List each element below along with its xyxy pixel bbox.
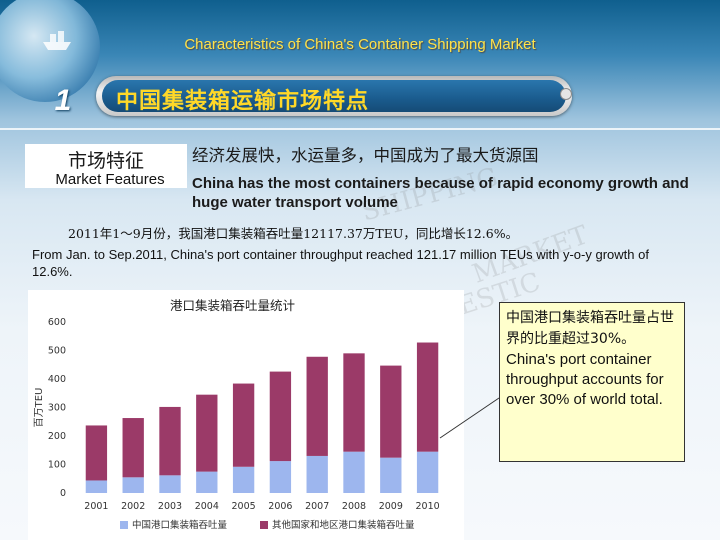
legend-label: 中国港口集装箱吞吐量 (132, 519, 228, 531)
globe-logo (0, 0, 100, 102)
header-title: Characteristics of China's Container Shi… (184, 36, 536, 53)
bar-china (159, 475, 181, 493)
market-features-label-en: Market Features (55, 171, 165, 188)
y-tick-label: 600 (48, 317, 66, 328)
x-tick-label: 2008 (342, 501, 366, 512)
x-tick-label: 2009 (379, 501, 403, 512)
section-title: 中国集装箱运输市场特点 (116, 89, 370, 114)
x-tick-label: 2003 (158, 501, 182, 512)
x-tick-label: 2002 (121, 501, 145, 512)
y-tick-label: 0 (60, 488, 66, 499)
container-throughput-chart: 0 100 200 300 400 500 600 百万TEU 2001 2002 2003 2004… (33, 317, 440, 531)
bar-china (343, 451, 365, 493)
legend-swatch (260, 521, 268, 529)
section-number: 1 (54, 84, 72, 117)
bar-other (269, 371, 292, 462)
bar-other (196, 394, 218, 472)
throughput-stat-zh: 2011年1～9月份，我国港口集装箱吞吐量12117.37万TEU，同比增长12… (68, 226, 519, 241)
throughput-stat-en: From Jan. to Sep.2011, China's port cont… (32, 247, 649, 279)
chart-title: 港口集装箱吞吐量统计 (170, 298, 296, 313)
title-bar-knob (560, 88, 572, 100)
y-tick-label: 100 (48, 460, 66, 471)
y-tick-label: 400 (48, 374, 66, 385)
y-axis-label: 百万TEU (33, 388, 45, 428)
bar-other (416, 342, 439, 452)
market-features-label-zh: 市场特征 (67, 150, 144, 172)
callout-text-zh: 中国港口集装箱吞吐量占世界的比重超过30%。 (506, 310, 674, 347)
bar-other (306, 356, 328, 456)
callout-text-en: China's port container throughput accoun… (506, 351, 664, 408)
bar-other (343, 353, 365, 452)
x-tick-label: 2004 (195, 501, 219, 512)
bar-china (122, 477, 144, 493)
bar-china (416, 451, 439, 493)
ship-logo-icon (43, 31, 71, 50)
bar-china (306, 455, 328, 493)
bar-china (196, 471, 218, 493)
section-title-bar: 中国集装箱运输市场特点 (96, 76, 572, 116)
header-divider (0, 128, 720, 130)
x-tick-label: 2006 (268, 501, 292, 512)
callout-box: 中国港口集装箱吞吐量占世界的比重超过30%。 China's port cont… (499, 302, 685, 462)
bar-china (380, 457, 402, 493)
summary-text-en: China has the most containers because of… (192, 175, 689, 211)
y-tick-label: 200 (48, 431, 66, 442)
legend-swatch (120, 521, 128, 529)
bar-other (232, 383, 255, 467)
x-tick-label: 2005 (232, 501, 256, 512)
bar-china (85, 480, 108, 493)
bar-other (122, 418, 144, 478)
bar-other (380, 365, 402, 458)
y-tick-label: 300 (48, 403, 66, 414)
y-tick-label: 500 (48, 346, 66, 357)
bar-other (159, 406, 181, 476)
legend-label: 其他国家和地区港口集装箱吞吐量 (272, 519, 415, 531)
x-tick-label: 2001 (84, 501, 108, 512)
bar-other (85, 425, 108, 481)
bar-china (269, 461, 292, 493)
market-features-box: 市场特征 Market Features (25, 144, 187, 188)
bar-china (232, 466, 255, 493)
x-tick-label: 2010 (416, 501, 440, 512)
summary-text-zh: 经济发展快，水运量多，中国成为了最大货源国 (192, 146, 539, 165)
x-tick-label: 2007 (305, 501, 329, 512)
